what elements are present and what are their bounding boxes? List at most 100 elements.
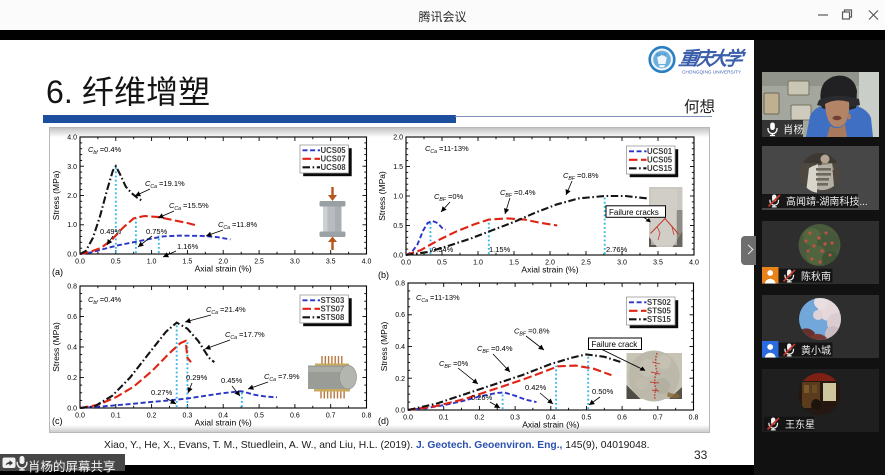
svg-text:4.0: 4.0 <box>689 260 699 267</box>
svg-text:(d): (d) <box>378 416 389 426</box>
svg-text:0.0: 0.0 <box>67 406 77 413</box>
svg-text:UCS01: UCS01 <box>647 147 673 156</box>
svg-text:0.0: 0.0 <box>75 259 85 266</box>
svg-text:0.26%: 0.26% <box>471 393 493 402</box>
svg-text:0.2: 0.2 <box>475 415 485 422</box>
svg-text:STS07: STS07 <box>321 305 345 314</box>
svg-text:Cbf =0.4%: Cbf =0.4% <box>88 295 122 306</box>
svg-text:0.5: 0.5 <box>393 223 403 230</box>
svg-text:3.0: 3.0 <box>617 260 627 267</box>
svg-text:(a): (a) <box>52 267 63 277</box>
svg-text:0.5: 0.5 <box>111 259 121 266</box>
svg-text:3.0: 3.0 <box>67 164 77 171</box>
svg-text:0.45%: 0.45% <box>221 376 243 385</box>
svg-text:Stress (MPa): Stress (MPa) <box>379 322 389 372</box>
svg-text:0.0: 0.0 <box>67 252 77 259</box>
svg-text:0.6: 0.6 <box>67 314 77 321</box>
svg-text:0.0: 0.0 <box>393 253 403 260</box>
svg-text:1.0: 1.0 <box>393 194 403 201</box>
svg-text:Axial strain (%): Axial strain (%) <box>521 265 578 275</box>
svg-text:1.5: 1.5 <box>509 260 519 267</box>
svg-text:0.8: 0.8 <box>67 284 77 291</box>
svg-text:UCS15: UCS15 <box>647 164 673 173</box>
svg-text:0.7: 0.7 <box>653 415 663 422</box>
svg-text:UCS05: UCS05 <box>321 146 347 155</box>
svg-text:STS02: STS02 <box>647 298 671 307</box>
svg-text:0.4: 0.4 <box>395 344 405 351</box>
svg-text:CBF =0.8%: CBF =0.8% <box>514 327 550 338</box>
svg-text:0.7: 0.7 <box>326 413 336 420</box>
svg-text:CBF =0%: CBF =0% <box>434 192 464 203</box>
svg-text:4.0: 4.0 <box>362 259 372 266</box>
svg-text:CHONGQING UNIVERSITY: CHONGQING UNIVERSITY <box>682 70 741 75</box>
svg-text:1.0: 1.0 <box>473 260 483 267</box>
svg-text:Stress (MPa): Stress (MPa) <box>377 171 387 221</box>
svg-text:1.0: 1.0 <box>67 222 77 229</box>
svg-text:Axial strain (%): Axial strain (%) <box>522 420 579 430</box>
svg-text:Axial strain (%): Axial strain (%) <box>195 418 252 428</box>
svg-text:1.5: 1.5 <box>183 259 193 266</box>
svg-text:0.6: 0.6 <box>395 312 405 319</box>
svg-text:CBF =0%: CBF =0% <box>439 359 469 370</box>
svg-text:CBF =0.4%: CBF =0.4% <box>477 344 513 355</box>
svg-text:Stress (MPa): Stress (MPa) <box>51 322 61 372</box>
svg-text:CCa =21.4%: CCa =21.4% <box>206 305 246 316</box>
svg-text:0.4: 0.4 <box>218 413 228 420</box>
svg-text:0.1: 0.1 <box>439 415 449 422</box>
svg-text:UCS05: UCS05 <box>647 156 673 165</box>
svg-text:0.5: 0.5 <box>254 413 264 420</box>
svg-text:Axial strain (%): Axial strain (%) <box>195 264 252 274</box>
svg-text:CBF =0.4%: CBF =0.4% <box>500 188 536 199</box>
svg-text:2.5: 2.5 <box>581 260 591 267</box>
svg-text:1.16%: 1.16% <box>177 242 199 251</box>
svg-text:0.2: 0.2 <box>147 413 157 420</box>
svg-text:重庆大学: 重庆大学 <box>656 52 667 56</box>
svg-text:0.8: 0.8 <box>395 281 405 288</box>
svg-text:0.3: 0.3 <box>510 415 520 422</box>
svg-text:Failure cracks: Failure cracks <box>609 208 659 217</box>
svg-text:UCS07: UCS07 <box>321 155 346 164</box>
svg-text:0.1: 0.1 <box>111 413 121 420</box>
svg-text:STS03: STS03 <box>321 296 345 305</box>
svg-text:CCa =11.8%: CCa =11.8% <box>218 220 257 231</box>
svg-text:CCa =7.9%: CCa =7.9% <box>264 372 300 383</box>
svg-text:0.75%: 0.75% <box>146 227 168 236</box>
svg-text:黄小城: 黄小城 <box>801 344 831 357</box>
svg-text:2.0: 2.0 <box>218 259 228 266</box>
svg-text:0.4: 0.4 <box>546 415 556 422</box>
svg-text:CCa =15.5%: CCa =15.5% <box>169 201 209 212</box>
svg-text:(c): (c) <box>52 416 63 426</box>
svg-text:1.15%: 1.15% <box>489 245 511 254</box>
svg-text:0.3: 0.3 <box>183 413 193 420</box>
svg-text:CCa =11-13%: CCa =11-13% <box>425 144 469 155</box>
svg-text:0.2: 0.2 <box>395 376 405 383</box>
svg-text:3.5: 3.5 <box>326 259 336 266</box>
svg-text:2.5: 2.5 <box>254 259 264 266</box>
svg-text:0.5: 0.5 <box>437 260 447 267</box>
svg-text:Failure crack: Failure crack <box>592 340 639 349</box>
svg-text:0.6: 0.6 <box>617 415 627 422</box>
svg-text:STS05: STS05 <box>647 307 671 316</box>
svg-text:Stress (MPa): Stress (MPa) <box>51 171 61 221</box>
svg-text:0.50%: 0.50% <box>592 387 614 396</box>
svg-text:3.0: 3.0 <box>290 259 300 266</box>
svg-text:2.0: 2.0 <box>393 135 403 142</box>
svg-text:STS15: STS15 <box>647 315 671 324</box>
svg-text:2.0: 2.0 <box>67 193 77 200</box>
svg-text:2.76%: 2.76% <box>606 245 628 254</box>
svg-text:CCa =19.1%: CCa =19.1% <box>145 179 185 190</box>
svg-text:高闻靖-湖南科技...: 高闻靖-湖南科技... <box>786 195 868 208</box>
svg-text:0.0: 0.0 <box>75 413 85 420</box>
svg-text:0.0: 0.0 <box>403 415 413 422</box>
svg-text:0.8: 0.8 <box>362 413 372 420</box>
svg-text:0.0: 0.0 <box>395 408 405 415</box>
svg-text:重庆大学: 重庆大学 <box>677 48 747 70</box>
svg-text:0.6: 0.6 <box>290 413 300 420</box>
svg-text:王东星: 王东星 <box>785 418 815 431</box>
svg-text:0.29%: 0.29% <box>186 373 208 382</box>
svg-text:0.34%: 0.34% <box>432 245 454 254</box>
svg-text:肖杨: 肖杨 <box>783 123 804 136</box>
svg-text:3.5: 3.5 <box>653 260 663 267</box>
svg-text:0.49%: 0.49% <box>100 227 122 236</box>
svg-text:0.8: 0.8 <box>689 415 699 422</box>
